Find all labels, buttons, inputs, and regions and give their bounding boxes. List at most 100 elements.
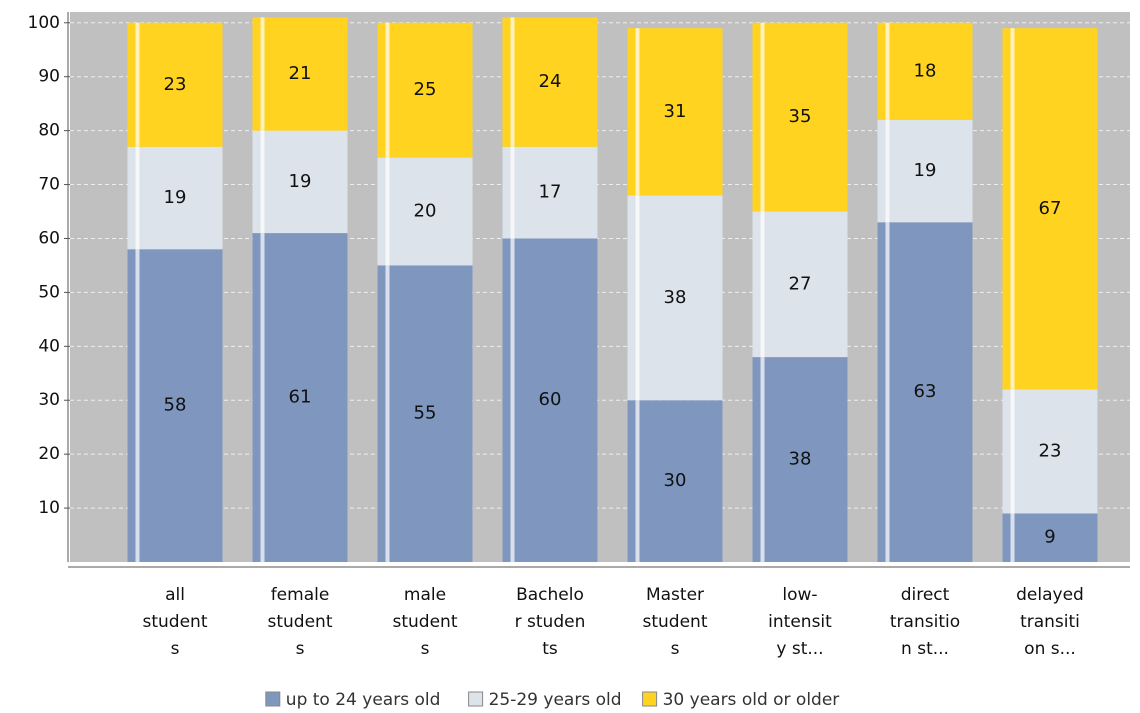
bar-highlight <box>635 195 640 401</box>
y-tick-label: 20 <box>38 444 60 464</box>
value-label: 19 <box>164 187 187 208</box>
x-tick-label: ts <box>542 639 558 659</box>
value-label: 27 <box>789 273 812 294</box>
x-tick-label: Master <box>646 585 704 605</box>
value-label: 20 <box>414 201 437 222</box>
legend-label: 30 years old or older <box>663 690 840 710</box>
bar-segment <box>627 28 723 196</box>
y-tick-label: 50 <box>38 282 60 302</box>
bar-segment <box>127 146 223 250</box>
bar-segment <box>627 195 723 401</box>
bar-highlight <box>885 22 890 120</box>
legend-swatch <box>642 691 658 707</box>
legend-label: 25-29 years old <box>489 690 622 710</box>
x-tick-label: intensit <box>768 612 832 632</box>
bar-highlight <box>510 17 515 147</box>
bar-highlight <box>385 157 390 266</box>
x-tick-label: delayed <box>1016 585 1084 605</box>
bar-highlight <box>135 22 140 147</box>
value-label: 61 <box>289 387 312 408</box>
value-label: 35 <box>789 106 812 127</box>
value-label: 60 <box>539 389 562 410</box>
bar-highlight <box>885 119 890 223</box>
value-label: 9 <box>1044 527 1055 548</box>
bar-segment <box>1002 28 1098 390</box>
bar-highlight <box>760 211 765 358</box>
bar-highlight <box>1010 513 1015 562</box>
bar-segment <box>752 357 848 562</box>
bar-highlight <box>635 400 640 562</box>
bar-highlight <box>760 22 765 212</box>
value-label: 58 <box>164 395 187 416</box>
bar-highlight <box>385 265 390 562</box>
bar-segment <box>377 22 473 158</box>
x-tick-label: Bachelo <box>516 585 584 605</box>
bar-highlight <box>135 249 140 563</box>
value-label: 23 <box>1039 440 1062 461</box>
value-label: 55 <box>414 403 437 424</box>
bar-highlight <box>260 233 265 562</box>
y-tick-label: 100 <box>28 13 60 33</box>
bar-segment <box>1002 389 1098 514</box>
value-label: 21 <box>289 63 312 84</box>
x-tick-label: s <box>296 639 305 659</box>
bar-highlight <box>760 357 765 562</box>
bar-segment <box>252 130 348 234</box>
x-tick-label: on s... <box>1024 639 1076 659</box>
bar-segment <box>752 22 848 212</box>
bar-highlight <box>1010 28 1015 390</box>
bar-highlight <box>260 130 265 234</box>
y-tick-label: 30 <box>38 390 60 410</box>
bar-segment <box>1002 513 1098 562</box>
value-label: 18 <box>914 60 937 81</box>
x-tick-label: student <box>268 612 333 632</box>
bar-highlight <box>385 22 390 158</box>
value-label: 25 <box>414 79 437 100</box>
bar-highlight <box>260 17 265 131</box>
bar-segment <box>377 157 473 266</box>
legend-label: up to 24 years old <box>286 690 441 710</box>
bar-segment <box>877 119 973 223</box>
bar-segment <box>252 233 348 562</box>
x-tick-label: n st... <box>901 639 949 659</box>
bar-segment <box>502 17 598 147</box>
value-label: 67 <box>1039 198 1062 219</box>
legend-swatch <box>265 691 281 707</box>
y-tick-label: 80 <box>38 121 60 141</box>
x-tick-label: female <box>271 585 330 605</box>
bar-segment <box>877 222 973 562</box>
x-tick-label: male <box>404 585 446 605</box>
x-tick-label: student <box>393 612 458 632</box>
y-tick-label: 90 <box>38 67 60 87</box>
bar-highlight <box>510 238 515 562</box>
y-tick-label: 60 <box>38 228 60 248</box>
value-label: 23 <box>164 74 187 95</box>
value-label: 17 <box>539 182 562 203</box>
bar-highlight <box>1010 389 1015 514</box>
value-label: 19 <box>914 160 937 181</box>
x-tick-label: student <box>143 612 208 632</box>
bar-segment <box>502 238 598 562</box>
bar-highlight <box>510 146 515 239</box>
x-tick-label: student <box>643 612 708 632</box>
value-label: 38 <box>664 287 687 308</box>
legend-swatch <box>468 691 484 707</box>
bar-segment <box>252 17 348 131</box>
bar-highlight <box>135 146 140 250</box>
value-label: 63 <box>914 381 937 402</box>
x-tick-label: y st... <box>776 639 823 659</box>
x-tick-label: s <box>171 639 180 659</box>
bar-segment <box>627 400 723 562</box>
bar-highlight <box>635 28 640 196</box>
bar-segment <box>377 265 473 562</box>
x-tick-label: transitio <box>890 612 960 632</box>
bar-segment <box>877 22 973 120</box>
value-label: 30 <box>664 470 687 491</box>
x-tick-label: r studen <box>515 612 586 632</box>
bar-segment <box>127 249 223 563</box>
x-tick-label: direct <box>901 585 950 605</box>
x-tick-label: all <box>165 585 185 605</box>
y-tick-label: 70 <box>38 175 60 195</box>
value-label: 19 <box>289 171 312 192</box>
